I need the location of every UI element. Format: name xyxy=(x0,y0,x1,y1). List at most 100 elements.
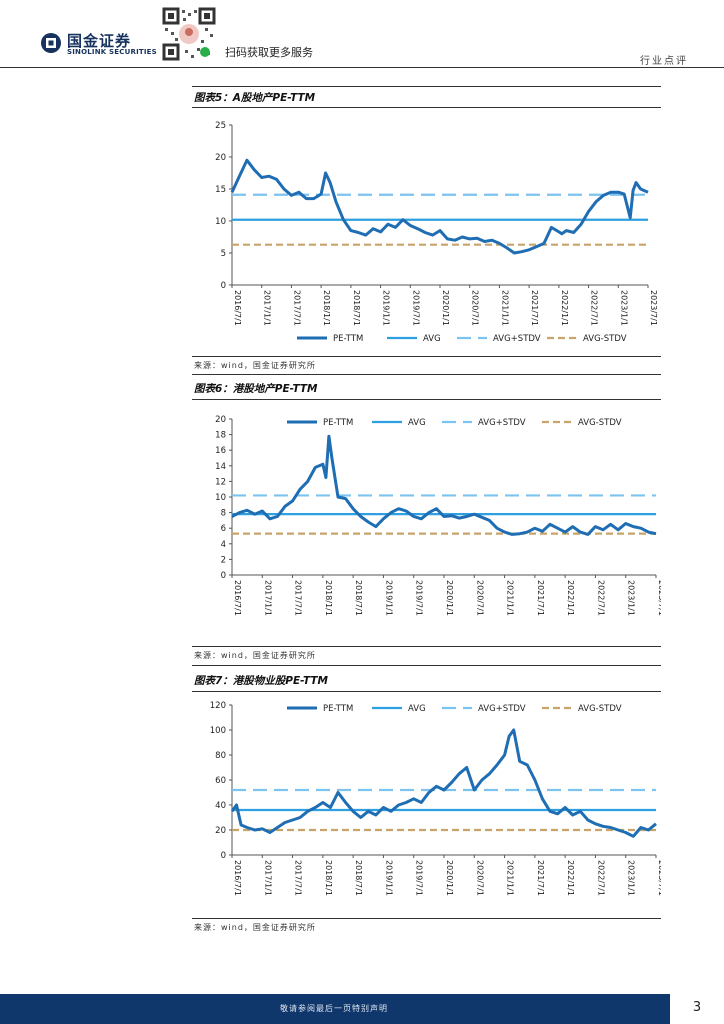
x-tick-label: 2023/1/1 xyxy=(627,580,636,616)
x-tick-label: 2019/7/1 xyxy=(415,860,424,896)
legend-label: AVG+STDV xyxy=(478,418,526,428)
x-tick-label: 2020/1/1 xyxy=(445,580,454,616)
x-tick-label: 2020/1/1 xyxy=(445,860,454,896)
figure-title: 图表6：港股地产PE-TTM xyxy=(194,383,318,395)
legend-label: PE-TTM xyxy=(333,334,363,344)
x-tick-label: 2021/1/1 xyxy=(506,860,515,896)
x-tick-label: 2017/7/1 xyxy=(294,580,303,616)
figure-bottom-rule xyxy=(192,646,661,647)
y-tick-label: 8 xyxy=(221,509,226,519)
x-tick-label: 2018/7/1 xyxy=(354,860,363,896)
legend-label: AVG xyxy=(408,704,426,714)
x-tick-label: 2018/1/1 xyxy=(324,860,333,896)
y-tick-label: 80 xyxy=(215,751,226,761)
header-divider xyxy=(0,67,724,68)
x-tick-label: 2018/7/1 xyxy=(352,290,361,326)
x-tick-label: 2019/7/1 xyxy=(411,290,420,326)
x-tick-label: 2023/1/1 xyxy=(619,290,628,326)
x-tick-label: 2018/1/1 xyxy=(324,580,333,616)
x-tick-label: 2017/7/1 xyxy=(294,860,303,896)
x-tick-label: 2022/1/1 xyxy=(566,860,575,896)
y-tick-label: 25 xyxy=(215,121,226,131)
y-tick-label: 20 xyxy=(215,826,226,836)
page-footer: 敬请参阅最后一页特别声明 3 xyxy=(0,994,724,1024)
report-section-label: 行业点评 xyxy=(640,56,688,67)
figure-top-rule xyxy=(192,374,661,375)
page-number: 3 xyxy=(692,1000,702,1015)
x-tick-label: 2019/1/1 xyxy=(384,860,393,896)
y-tick-label: 60 xyxy=(215,776,226,786)
x-tick-label: 2023/7/1 xyxy=(649,290,658,326)
company-logo: 国金证券 SINOLINK SECURITIES xyxy=(40,30,158,60)
logo-text-cn: 国金证券 xyxy=(67,32,132,50)
a-share-property-pe-chart: 0 5 10 15 20 25 2016/7/1 2017/1/1 2017/7/1 2018/1… xyxy=(215,121,658,344)
y-tick-label: 100 xyxy=(210,726,226,736)
page-number-box: 3 xyxy=(670,994,724,1024)
legend-label: AVG-STDV xyxy=(578,418,622,428)
x-tick-label: 2017/1/1 xyxy=(263,290,272,326)
y-tick-label: 4 xyxy=(221,540,226,550)
x-tick-label: 2022/1/1 xyxy=(560,290,569,326)
y-tick-label: 5 xyxy=(221,249,226,259)
sinolink-logo-icon xyxy=(41,33,61,53)
x-tick-label: 2021/7/1 xyxy=(530,290,539,326)
y-tick-label: 40 xyxy=(215,801,226,811)
x-tick-label: 2021/1/1 xyxy=(506,580,515,616)
figure-source: 来源：wind，国金证券研究所 xyxy=(194,361,316,370)
x-tick-label: 2017/1/1 xyxy=(263,580,272,616)
hk-property-management-pe-chart: 0 20 40 60 80 100 120 2016/7/1 2017/1/1 2017/7/1 2… xyxy=(210,701,661,896)
x-tick-label: 2022/7/1 xyxy=(596,580,605,616)
qr-code-icon[interactable] xyxy=(161,6,217,62)
page-header: 国金证券 SINOLINK SECURITIES 扫码获取更多服务 行业点评 xyxy=(0,0,724,68)
y-tick-label: 16 xyxy=(215,446,226,456)
x-tick-label: 2019/7/1 xyxy=(415,580,424,616)
y-tick-label: 6 xyxy=(221,524,226,534)
figure-title-rule xyxy=(192,691,661,692)
legend-label: AVG+STDV xyxy=(478,704,526,714)
x-tick-label: 2022/7/1 xyxy=(590,290,599,326)
y-tick-label: 120 xyxy=(210,701,226,711)
x-tick-label: 2023/7/1 xyxy=(657,580,661,616)
x-tick-label: 2023/1/1 xyxy=(627,860,636,896)
x-tick-label: 2019/1/1 xyxy=(384,580,393,616)
y-tick-label: 18 xyxy=(215,431,226,441)
figure-bottom-rule xyxy=(192,918,661,919)
footer-disclaimer: 敬请参阅最后一页特别声明 xyxy=(280,1004,388,1013)
legend-label: AVG-STDV xyxy=(583,334,627,344)
legend-label: AVG xyxy=(423,334,441,344)
y-tick-label: 12 xyxy=(215,477,226,487)
y-tick-label: 0 xyxy=(221,571,226,581)
legend-label: AVG+STDV xyxy=(493,334,541,344)
x-tick-label: 2016/7/1 xyxy=(233,860,242,896)
figure-top-rule xyxy=(192,665,661,666)
y-tick-label: 20 xyxy=(215,153,226,163)
legend-label: PE-TTM xyxy=(323,704,353,714)
y-tick-label: 20 xyxy=(215,415,226,425)
x-tick-label: 2017/7/1 xyxy=(292,290,301,326)
figure-source: 来源：wind，国金证券研究所 xyxy=(194,651,316,660)
figure-title-rule xyxy=(192,107,661,108)
legend-label: AVG xyxy=(408,418,426,428)
x-tick-label: 2021/7/1 xyxy=(536,860,545,896)
x-tick-label: 2021/7/1 xyxy=(536,580,545,616)
y-tick-label: 0 xyxy=(221,851,226,861)
figure-source: 来源：wind，国金证券研究所 xyxy=(194,923,316,932)
x-tick-label: 2016/7/1 xyxy=(233,580,242,616)
x-tick-label: 2020/7/1 xyxy=(475,860,484,896)
x-tick-label: 2021/1/1 xyxy=(500,290,509,326)
x-tick-label: 2020/7/1 xyxy=(475,580,484,616)
y-tick-label: 10 xyxy=(215,493,226,503)
x-tick-label: 2020/7/1 xyxy=(471,290,480,326)
series-pe-ttm-line xyxy=(230,728,657,838)
x-tick-label: 2020/1/1 xyxy=(441,290,450,326)
series-pe-ttm-line xyxy=(231,434,657,536)
x-tick-label: 2017/1/1 xyxy=(263,860,272,896)
x-tick-label: 2018/1/1 xyxy=(322,290,331,326)
x-tick-label: 2016/7/1 xyxy=(233,290,242,326)
scan-for-service-text: 扫码获取更多服务 xyxy=(225,46,313,59)
y-tick-label: 14 xyxy=(215,462,226,472)
figure-title-rule xyxy=(192,399,661,400)
hk-property-pe-chart: 0 2 4 6 8 10 12 14 16 18 20 2016/7/1 2017/1/1 2017/7/… xyxy=(215,415,661,616)
x-tick-label: 2022/1/1 xyxy=(566,580,575,616)
figure-top-rule xyxy=(192,86,661,87)
